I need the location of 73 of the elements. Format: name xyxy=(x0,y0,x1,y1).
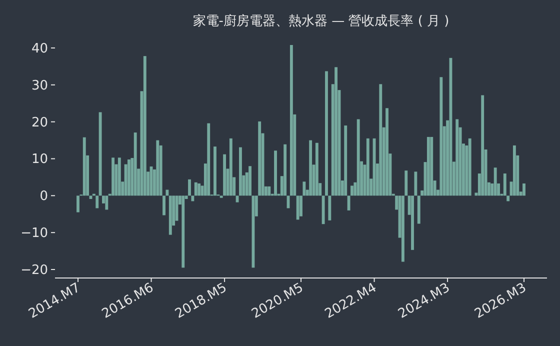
y-tick-label: 40 xyxy=(31,41,48,56)
bar xyxy=(300,196,302,216)
bar xyxy=(258,121,262,196)
y-tick-label: 30 xyxy=(31,78,48,94)
bar xyxy=(252,196,255,268)
bar xyxy=(325,71,328,196)
bar xyxy=(296,196,300,220)
bar xyxy=(128,159,130,196)
bar xyxy=(430,136,434,196)
bar xyxy=(414,172,418,196)
bar xyxy=(96,196,99,208)
bar xyxy=(168,196,172,235)
bar xyxy=(290,45,293,196)
bar xyxy=(456,119,459,196)
bar xyxy=(229,138,232,196)
bar xyxy=(328,196,332,220)
bar xyxy=(194,182,198,196)
bar xyxy=(284,144,287,196)
bar xyxy=(191,196,194,202)
bar xyxy=(214,146,216,196)
bar xyxy=(468,138,472,196)
bar xyxy=(503,174,506,196)
chart-title: 家電-廚房電器、熱水器 — 營收成長率 ( 月 ) xyxy=(192,13,450,29)
bar xyxy=(89,196,92,199)
bar xyxy=(182,196,185,268)
bar xyxy=(82,137,86,196)
y-tick-label: 0 xyxy=(40,189,48,204)
bar xyxy=(356,119,360,196)
bar xyxy=(274,150,277,196)
bar xyxy=(366,138,370,196)
bar xyxy=(134,132,137,196)
bar xyxy=(506,196,510,202)
bar xyxy=(322,196,325,224)
bar xyxy=(426,136,430,196)
bar xyxy=(268,186,271,196)
y-tick-label: −10 xyxy=(20,226,48,242)
bar xyxy=(350,186,354,196)
bar xyxy=(512,145,516,196)
bar xyxy=(188,179,191,196)
bar xyxy=(118,158,121,196)
bar xyxy=(236,196,239,202)
bar xyxy=(440,77,443,196)
bar xyxy=(401,196,404,262)
bar xyxy=(112,158,115,196)
bar xyxy=(207,123,210,196)
bar xyxy=(239,147,242,196)
bar xyxy=(223,154,226,196)
bar xyxy=(309,140,312,196)
bar xyxy=(302,182,306,196)
y-tick-label: 10 xyxy=(31,152,48,168)
bar xyxy=(156,140,160,196)
bar xyxy=(248,166,252,196)
bar xyxy=(386,108,388,196)
bar xyxy=(334,67,338,196)
y-tick-label: −20 xyxy=(20,263,48,278)
bar xyxy=(315,142,318,196)
bar xyxy=(417,196,420,224)
bar xyxy=(379,84,382,196)
bar xyxy=(347,196,350,210)
bar xyxy=(143,56,146,196)
y-tick-label: 20 xyxy=(31,115,48,130)
bar xyxy=(76,196,80,212)
bar xyxy=(98,112,102,196)
bar xyxy=(411,196,414,250)
bar xyxy=(166,190,169,196)
bar xyxy=(494,168,497,196)
bar xyxy=(344,126,348,196)
bar xyxy=(162,196,166,216)
bar xyxy=(198,183,201,196)
bar xyxy=(481,95,484,196)
bar xyxy=(105,196,108,210)
bar xyxy=(522,183,526,196)
bar xyxy=(404,170,408,196)
